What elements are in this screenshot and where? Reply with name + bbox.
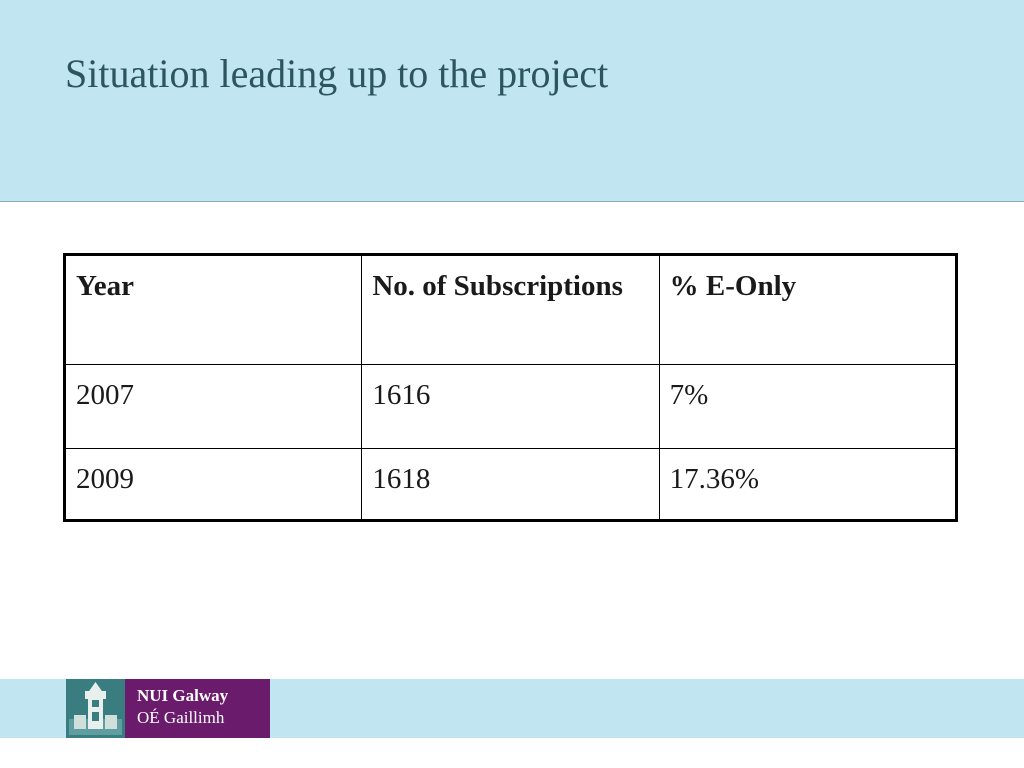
cell-year: 2009 <box>63 448 363 521</box>
cell-subscriptions: 1618 <box>361 448 660 521</box>
logo-text: NUI Galway OÉ Gaillimh <box>125 679 270 738</box>
table-header-row: Year No. of Subscriptions % E-Only <box>63 254 958 365</box>
logo-line-1: NUI Galway <box>137 686 229 705</box>
header-subscriptions: No. of Subscriptions <box>361 254 660 365</box>
cell-year: 2007 <box>63 364 363 449</box>
university-logo: NUI Galway OÉ Gaillimh <box>66 679 270 738</box>
header-band: Situation leading up to the project <box>0 0 1024 202</box>
table-row: 2007 1616 7% <box>63 364 958 449</box>
cell-e-only: 7% <box>658 364 958 449</box>
slide-title: Situation leading up to the project <box>65 51 609 96</box>
logo-line-2: OÉ Gaillimh <box>137 708 225 727</box>
university-tower-icon <box>66 679 125 738</box>
header-year: Year <box>63 254 363 365</box>
table-row: 2009 1618 17.36% <box>63 448 958 521</box>
cell-e-only: 17.36% <box>658 448 958 521</box>
subscriptions-table: Year No. of Subscriptions % E-Only 2007 … <box>63 253 958 522</box>
header-e-only: % E-Only <box>658 254 958 365</box>
cell-subscriptions: 1616 <box>361 364 660 449</box>
